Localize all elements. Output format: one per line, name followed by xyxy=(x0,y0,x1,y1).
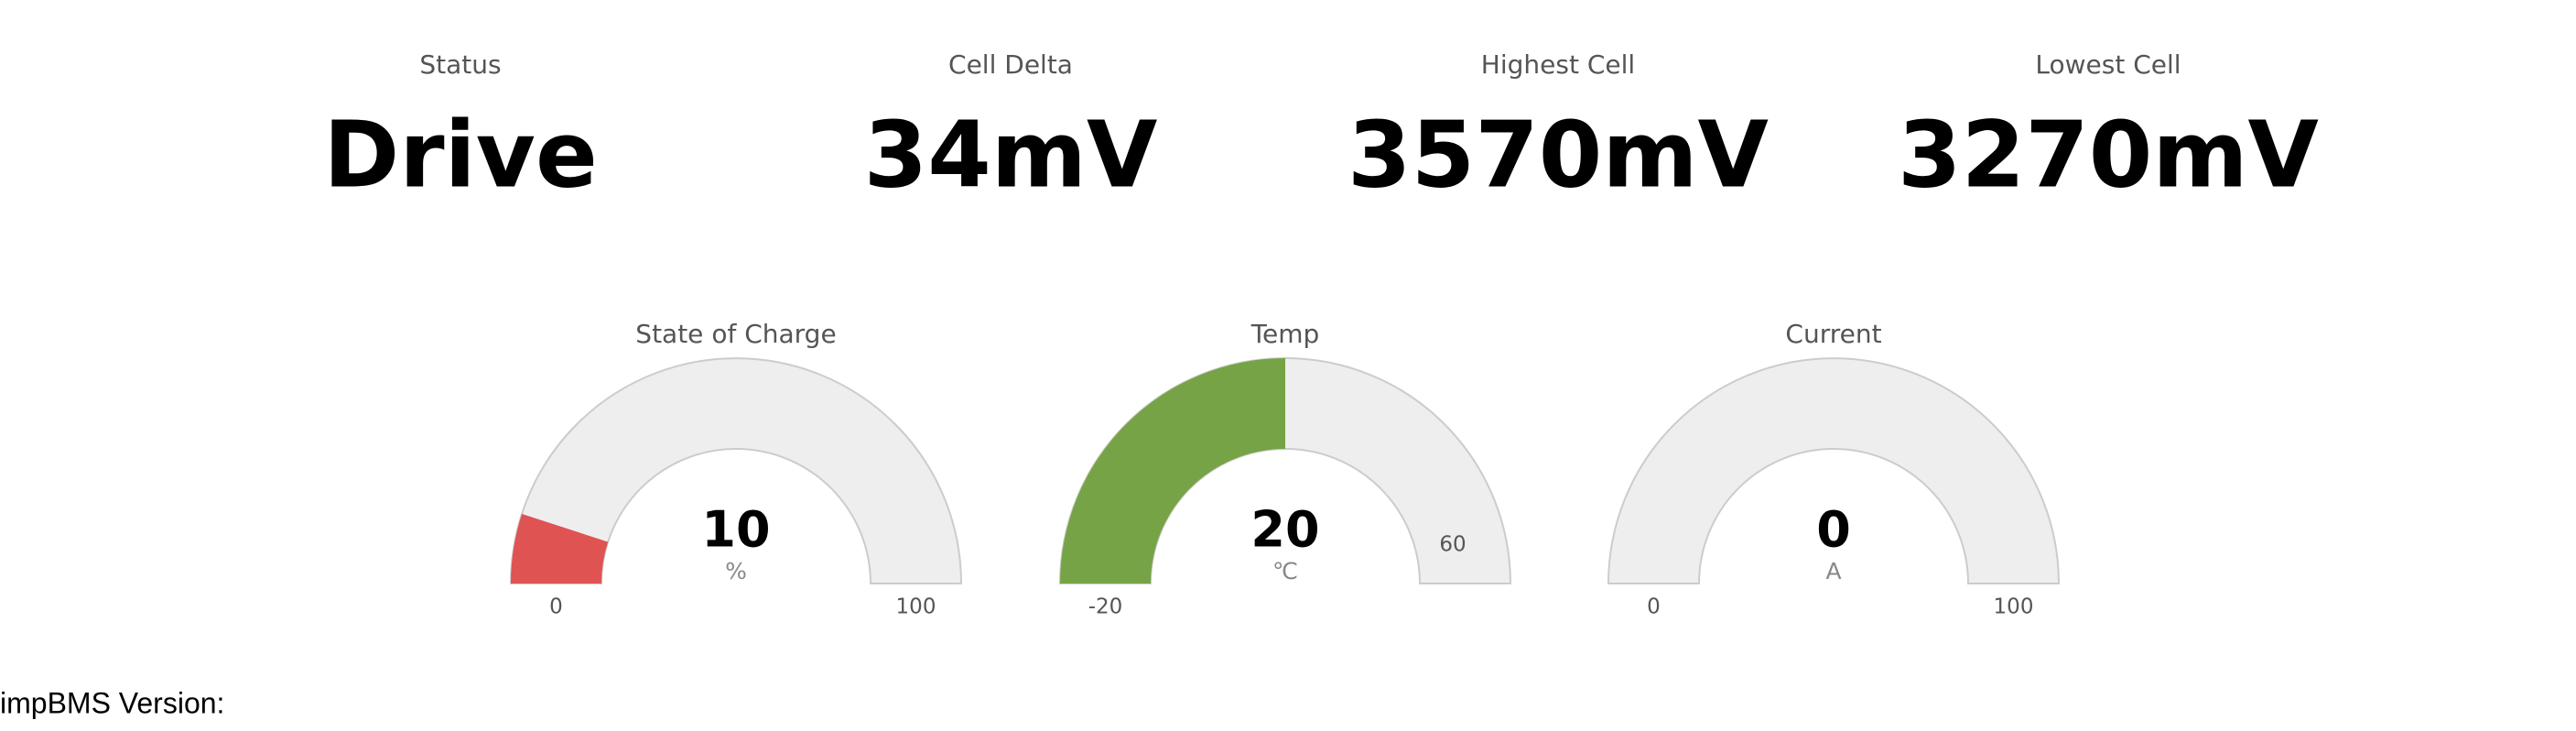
gauge-value xyxy=(1060,358,1285,584)
gauge-title: Current xyxy=(1785,319,1881,349)
stat-value: 3570mV xyxy=(1348,101,1769,208)
gauge-min: 0 xyxy=(549,595,563,619)
gauge-value-label: 20 xyxy=(1250,501,1319,559)
gauge-title: State of Charge xyxy=(635,319,836,349)
stat-label: Status xyxy=(419,49,501,80)
stat-label: Highest Cell xyxy=(1481,49,1635,80)
gauge-max: 100 xyxy=(1994,595,2034,619)
gauge-track xyxy=(509,357,963,584)
stat-label: Cell Delta xyxy=(948,49,1073,80)
footer: impBMS Version: xyxy=(0,686,224,719)
gauge-min: 0 xyxy=(1647,595,1661,619)
stat-value: Drive xyxy=(323,101,598,208)
gauge-value xyxy=(511,513,609,584)
gauge-track xyxy=(1607,357,2061,584)
stat-value: 3270mV xyxy=(1898,101,2319,208)
gauge-unit: % xyxy=(725,558,747,584)
gauge-max: 100 xyxy=(896,595,936,619)
gauge-max: 60 xyxy=(1439,533,1466,557)
gauge-unit: ℃ xyxy=(1272,558,1298,584)
gauge-min: -20 xyxy=(1088,595,1123,619)
stat-value: 34mV xyxy=(864,101,1158,208)
gauge-value-label: 10 xyxy=(701,501,770,559)
stat-label: Lowest Cell xyxy=(2035,49,2181,80)
gauge-title: Temp xyxy=(1250,319,1320,349)
gauge-value-label: 0 xyxy=(1816,501,1851,559)
gauge-unit: A xyxy=(1825,558,1841,584)
